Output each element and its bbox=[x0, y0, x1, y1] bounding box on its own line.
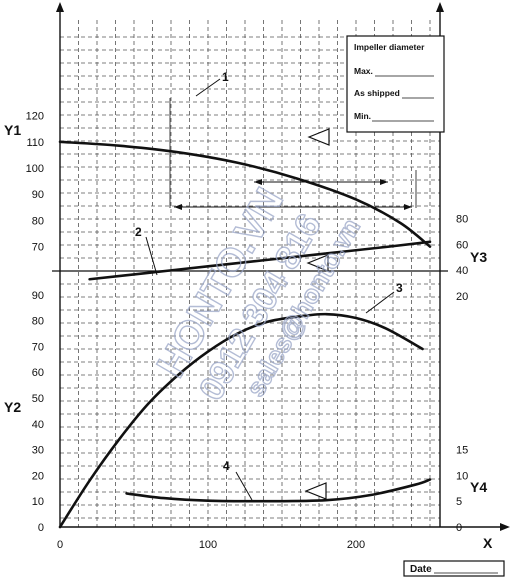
y3-tick-label: 20 bbox=[456, 291, 468, 303]
impeller-min-label: Min. bbox=[354, 111, 371, 121]
y2-tick-label: 70 bbox=[32, 341, 44, 353]
y2-tick-label: 90 bbox=[32, 290, 44, 302]
dimension-arrowhead bbox=[380, 179, 388, 185]
x-axis-arrow bbox=[500, 523, 510, 531]
y2-tick-label: 80 bbox=[32, 316, 44, 328]
y1-tick-label: 70 bbox=[32, 242, 44, 254]
curve-label-4: 4 bbox=[223, 459, 230, 473]
series-curves bbox=[58, 140, 432, 529]
y2-axis-label: Y2 bbox=[4, 399, 21, 415]
operating-point-marker-2 bbox=[306, 254, 329, 272]
impeller-info-box: Impeller diameter Max. As shipped Min. bbox=[346, 35, 445, 133]
y2-tick-label: 30 bbox=[32, 445, 44, 457]
leader-1 bbox=[195, 78, 221, 97]
y1-tick-label: 110 bbox=[26, 137, 44, 149]
y2-tick-label: 20 bbox=[32, 470, 44, 482]
x-axis-label: X bbox=[483, 535, 493, 551]
leader-4 bbox=[235, 471, 253, 501]
curve-label-2: 2 bbox=[135, 225, 142, 239]
y3-tick-label: 60 bbox=[456, 239, 468, 251]
y2-tick-label: 10 bbox=[32, 496, 44, 508]
curve-label-1: 1 bbox=[222, 70, 229, 84]
series-curve-2 bbox=[88, 240, 432, 281]
y1-tick-label: 120 bbox=[26, 111, 44, 123]
y1-tick-label: 90 bbox=[32, 189, 44, 201]
dimension-arrowhead bbox=[174, 204, 182, 210]
dimension-arrowhead bbox=[254, 179, 262, 185]
series-curve-3 bbox=[58, 312, 424, 529]
y2-tick-label: 50 bbox=[32, 393, 44, 405]
y4-tick-label: 0 bbox=[456, 522, 462, 534]
y2-tick-label: 0 bbox=[38, 522, 44, 534]
series-curve-4 bbox=[125, 478, 432, 503]
y2-tick-label: 40 bbox=[32, 419, 44, 431]
y-axis-right-arrow bbox=[436, 2, 444, 12]
date-field: Date bbox=[403, 560, 505, 577]
y2-tick-label: 60 bbox=[32, 367, 44, 379]
x-tick-label: 100 bbox=[199, 539, 217, 551]
leader-3 bbox=[365, 291, 395, 314]
y1-tick-label: 100 bbox=[26, 163, 44, 175]
y1-axis-label: Y1 bbox=[4, 122, 21, 138]
x-tick-label: 0 bbox=[57, 539, 63, 551]
series-curve-1 bbox=[58, 140, 432, 248]
leader-2 bbox=[145, 236, 158, 276]
impeller-max-label: Max. bbox=[354, 66, 373, 76]
y1-tick-label: 80 bbox=[32, 215, 44, 227]
y4-tick-label: 5 bbox=[456, 496, 462, 508]
y4-tick-label: 10 bbox=[456, 470, 468, 482]
y4-tick-label: 15 bbox=[456, 445, 468, 457]
curve-label-3: 3 bbox=[396, 281, 403, 295]
y-axis-left-arrow bbox=[56, 2, 64, 12]
operating-point-marker-4 bbox=[304, 482, 327, 500]
annotations bbox=[145, 78, 417, 501]
operating-point-marker-1 bbox=[307, 128, 330, 146]
dimension-arrowhead bbox=[404, 204, 412, 210]
impeller-title: Impeller diameter bbox=[354, 42, 425, 52]
x-tick-label: 200 bbox=[347, 539, 365, 551]
tick-labels: 0 100 200708090100110120010203040506070809… bbox=[26, 111, 469, 551]
y3-tick-label: 80 bbox=[456, 214, 468, 226]
y3-axis-label: Y3 bbox=[470, 249, 487, 265]
y4-axis-label: Y4 bbox=[470, 479, 487, 495]
impeller-shipped-label: As shipped bbox=[354, 88, 400, 98]
y3-tick-label: 40 bbox=[456, 265, 468, 277]
date-label: Date bbox=[410, 564, 432, 575]
